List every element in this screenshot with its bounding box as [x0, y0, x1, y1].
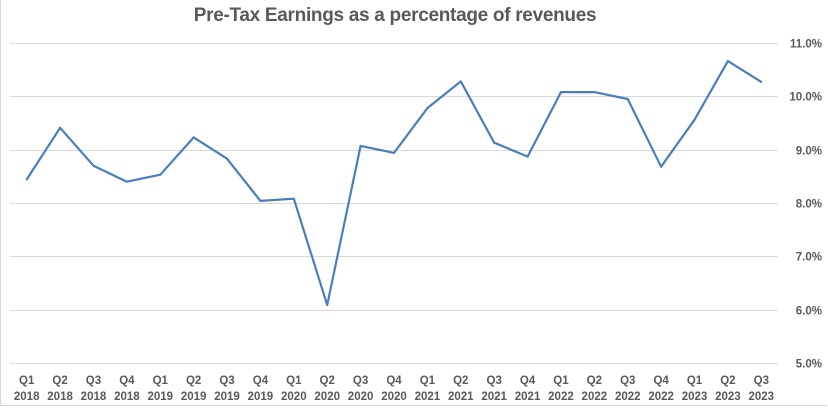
series-group: [25, 59, 763, 306]
x-tick-label: Q3 2019: [214, 375, 240, 403]
x-tick-label: Q2 2023: [715, 375, 741, 403]
x-tick-label: Q4 2022: [648, 375, 674, 403]
data-point: [493, 141, 496, 144]
data-point: [459, 80, 462, 83]
x-tick-label: Q3 2020: [348, 375, 374, 403]
data-point: [92, 164, 95, 167]
y-tick-label: 5.0%: [796, 359, 822, 371]
data-point: [393, 151, 395, 154]
data-point: [192, 136, 195, 139]
series-line: [25, 59, 762, 306]
y-tick-label: 8.0%: [796, 199, 822, 211]
y-axis-tick-labels: 5.0% 6.0% 7.0% 8.0% 9.0% 10.0% 11.0%: [789, 39, 822, 371]
y-tick-label: 7.0%: [796, 252, 822, 264]
data-point: [25, 178, 28, 181]
x-tick-label: Q4 2021: [515, 375, 541, 403]
y-tick-label: 11.0%: [790, 39, 822, 51]
y-tick-label: 10.0%: [789, 92, 822, 104]
x-tick-label: Q2 2021: [448, 375, 474, 403]
x-tick-label: Q1 2019: [147, 375, 173, 403]
data-point: [693, 118, 696, 121]
x-tick-label: Q3 2018: [81, 375, 107, 403]
x-tick-label: Q4 2018: [114, 375, 140, 403]
data-point: [726, 60, 729, 63]
y-tick-label: 6.0%: [796, 306, 822, 318]
x-tick-label: Q2 2019: [181, 375, 207, 403]
data-point: [626, 98, 629, 100]
x-tick-label: Q2 2018: [47, 375, 73, 403]
x-tick-label: Q2 2020: [314, 375, 340, 403]
x-tick-label: Q3 2023: [749, 375, 775, 403]
data-point: [59, 126, 62, 129]
x-tick-label: Q4 2019: [248, 375, 274, 403]
x-tick-label: Q2 2022: [582, 375, 608, 403]
data-point: [125, 180, 128, 183]
data-point: [660, 165, 663, 168]
data-point: [226, 157, 229, 160]
y-tick-label: 9.0%: [796, 146, 822, 158]
data-point: [159, 173, 162, 176]
x-tick-label: Q3 2022: [615, 375, 641, 403]
data-point: [559, 91, 562, 94]
data-point: [259, 199, 262, 202]
x-tick-label: Q1 2021: [415, 375, 441, 403]
data-point: [359, 144, 362, 147]
x-tick-label: Q1 2022: [548, 375, 574, 403]
data-point: [426, 107, 429, 110]
data-point: [326, 303, 329, 306]
x-tick-label: Q3 2021: [481, 375, 507, 403]
data-point: [292, 197, 295, 200]
x-tick-label: Q1 2018: [14, 375, 40, 403]
x-tick-label: Q4 2020: [381, 375, 407, 403]
data-point: [526, 155, 529, 158]
x-tick-label: Q1 2023: [682, 375, 708, 403]
x-axis-tick-labels: Q1 2018 Q2 2018 Q3 2018 Q4 2018 Q1 2019 Q2 2019 Q3 20…: [14, 375, 774, 403]
gridlines: [10, 43, 778, 364]
x-tick-label: Q1 2020: [281, 375, 307, 403]
data-point: [760, 80, 763, 83]
chart-title: Pre-Tax Earnings as a percentage of reve…: [193, 5, 597, 26]
data-point: [593, 91, 596, 94]
